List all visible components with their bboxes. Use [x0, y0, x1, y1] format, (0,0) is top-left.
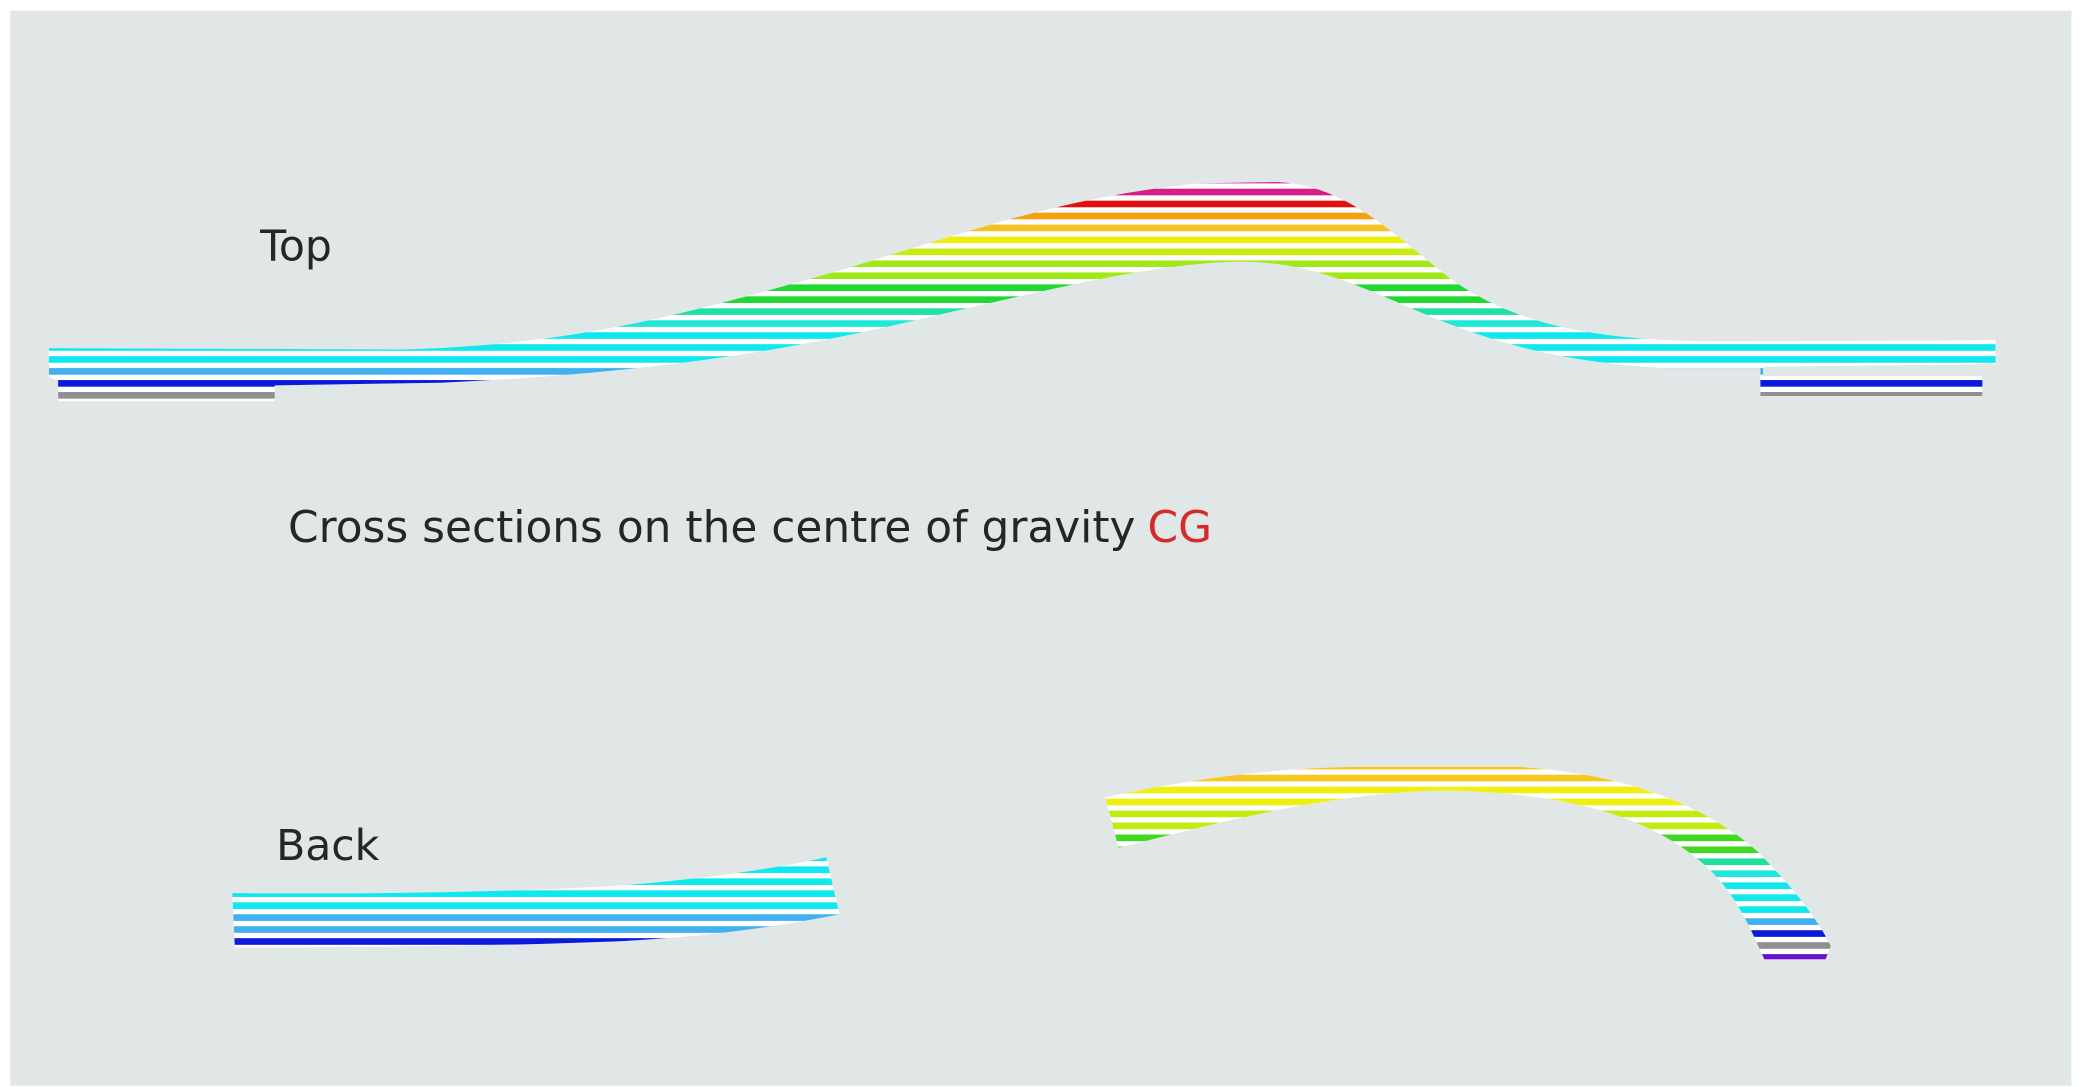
- top-label: Top: [259, 222, 332, 271]
- caption: Cross sections on the centre of gravity C…: [288, 502, 1212, 553]
- contour-stripe: [232, 914, 840, 921]
- contour-stripe: [1105, 774, 1831, 782]
- contour-stripe: [232, 890, 840, 897]
- contour-stripe: [48, 260, 1996, 268]
- contour-stripe: [48, 212, 1996, 220]
- contour-stripe: [48, 236, 1996, 244]
- contour-stripe: [232, 902, 840, 909]
- contour-stripe: [48, 284, 1996, 292]
- back-label: Back: [276, 822, 380, 871]
- contour-stripe: [1105, 786, 1831, 794]
- caption-text: Cross sections on the centre of gravity: [288, 502, 1135, 553]
- contour-stripe: [232, 938, 840, 945]
- contour-stripe: [48, 224, 1996, 232]
- contour-stripe: [48, 248, 1996, 256]
- caption-highlight: CG: [1147, 502, 1212, 553]
- contour-stripe: [1105, 766, 1831, 770]
- contour-stripe: [232, 926, 840, 933]
- contour-stripe: [48, 272, 1996, 280]
